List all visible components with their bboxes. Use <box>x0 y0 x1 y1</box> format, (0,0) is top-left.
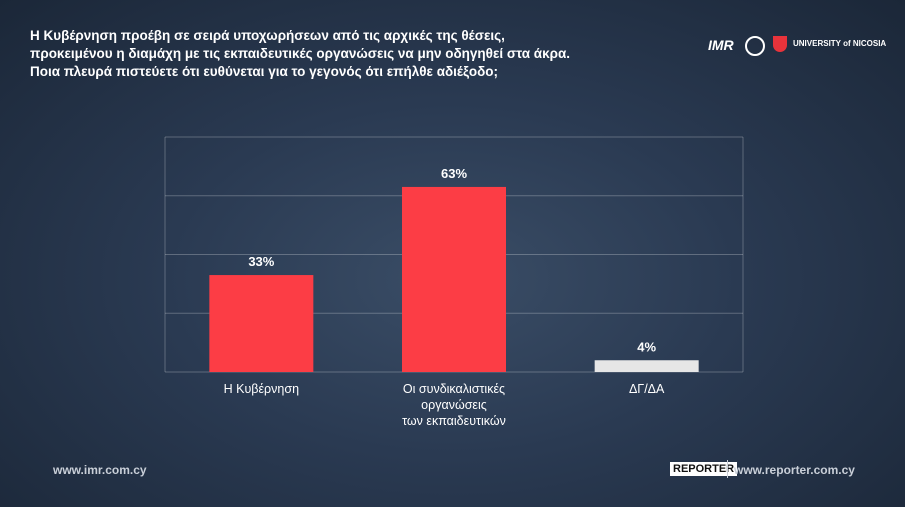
value-label: 63% <box>441 166 467 181</box>
logo-unic <box>773 36 787 52</box>
value-label: 4% <box>637 339 656 354</box>
x-tick-label: Οι συνδικαλιστικές οργανώσεις των εκπαιδ… <box>402 382 506 428</box>
x-tick-label: Η Κυβέρνηση <box>223 382 300 396</box>
footer-link: www.imr.com.cy <box>53 463 147 477</box>
bar <box>402 186 506 372</box>
logo-imr: IMR <box>708 37 734 53</box>
value-label: 33% <box>248 254 274 269</box>
footer-link: www.reporter.com.cy <box>734 463 855 477</box>
chart-title: Η Κυβέρνηση προέβη σε σειρά υποχωρήσεων … <box>30 28 571 79</box>
logo-circle <box>745 36 765 56</box>
bar <box>594 360 699 372</box>
x-tick-label: ΔΓ/ΔΑ <box>628 382 665 396</box>
separator <box>727 460 728 478</box>
logo-text: UNIVERSITY of NICOSIA <box>793 39 887 48</box>
footer-logo: REPORTER <box>670 462 738 476</box>
bar <box>209 275 314 372</box>
